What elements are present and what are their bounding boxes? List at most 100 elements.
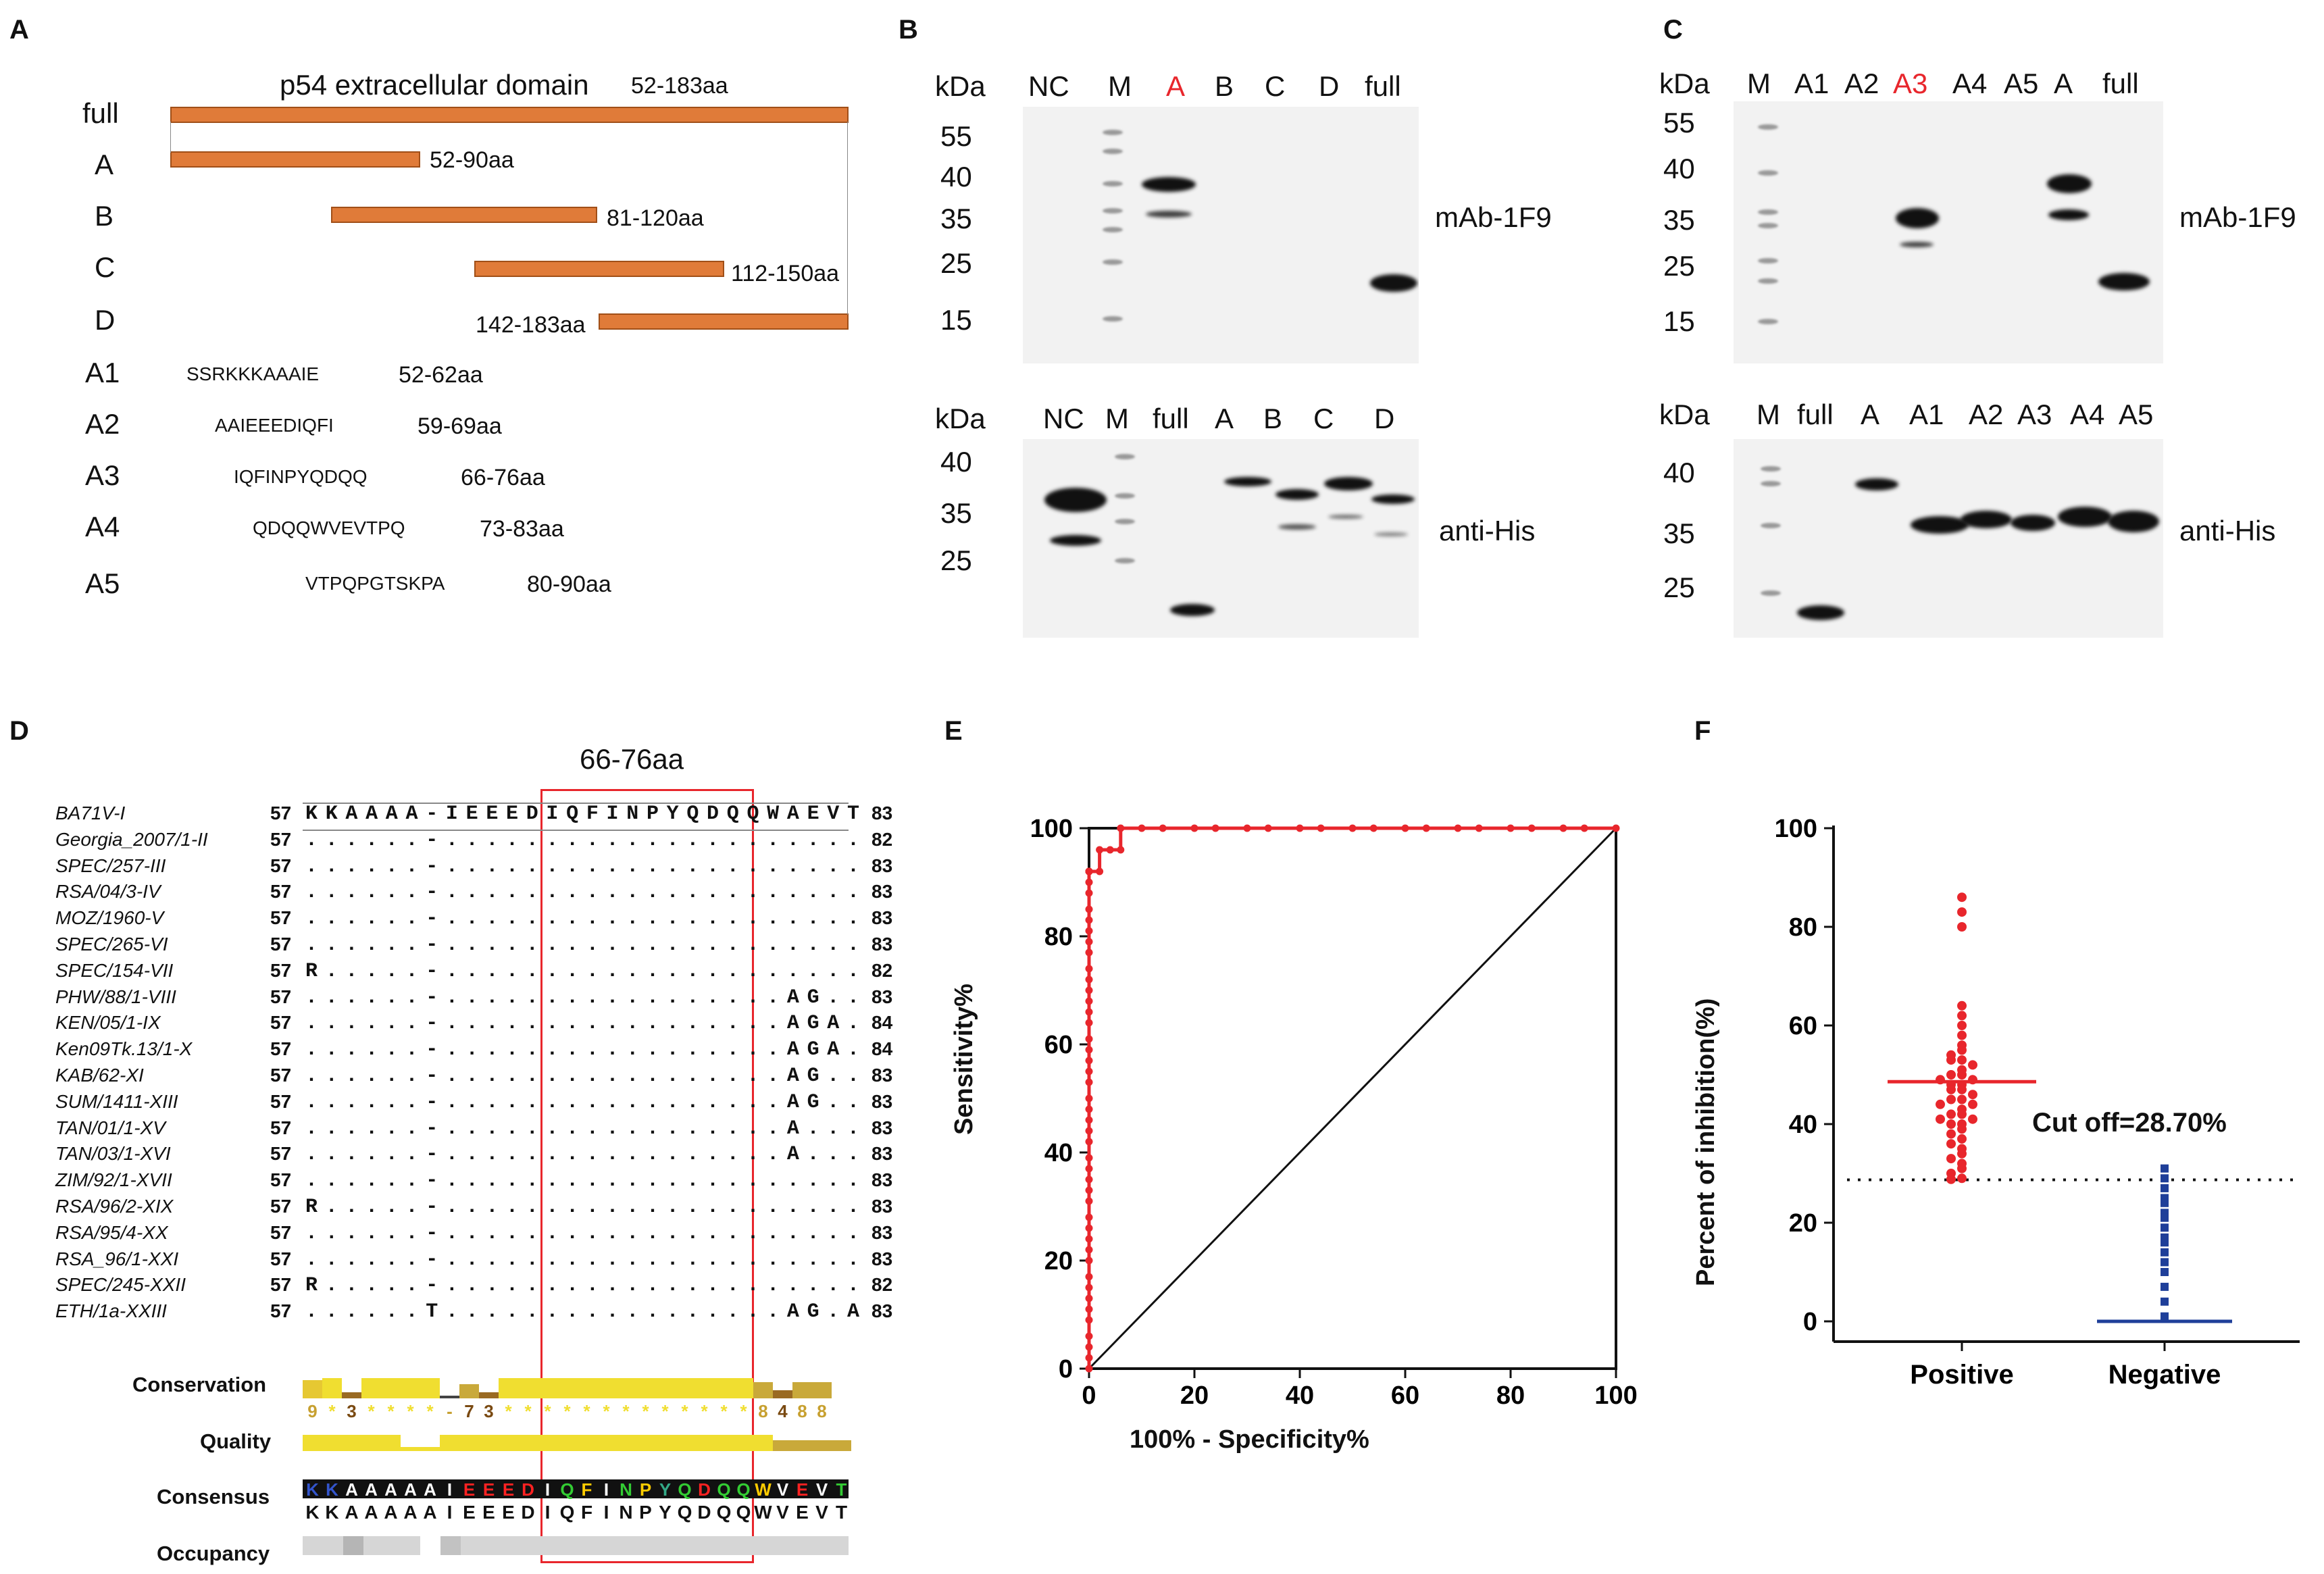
f-y-tick: 100 <box>1775 815 1817 843</box>
peptide-seq-a5: VTPQPGTSKPA <box>305 573 445 594</box>
construct-label-a: A <box>95 149 114 180</box>
roc-point <box>1085 1343 1093 1351</box>
consensus-letter: K <box>305 1502 319 1523</box>
strain-start: 57 <box>270 1196 292 1217</box>
quality-bar <box>518 1435 538 1451</box>
strain-sequence: ......-..................... <box>305 1221 867 1245</box>
consensus-logo-letter: K <box>306 1479 319 1500</box>
strain-start: 57 <box>270 907 292 929</box>
strain-end: 82 <box>872 1274 893 1296</box>
consensus-letter: E <box>482 1502 495 1523</box>
mw-35-c: 35 <box>1663 204 1695 236</box>
roc-point <box>1085 986 1093 994</box>
roc-point <box>1085 1365 1093 1373</box>
consensus-letter: V <box>776 1502 789 1523</box>
strain-name: RSA_96/1-XXI <box>55 1248 179 1269</box>
quality-bar <box>734 1435 753 1451</box>
consensus-letter: E <box>463 1502 476 1523</box>
roc-point <box>1317 824 1325 832</box>
roc-y-tick: 40 <box>1044 1139 1073 1167</box>
f-y-tick: 20 <box>1789 1209 1817 1238</box>
roc-point <box>1085 878 1093 886</box>
positive-point <box>1946 1174 1956 1184</box>
conservation-score: * <box>701 1401 708 1421</box>
lane-d-bottom: D <box>1374 403 1395 434</box>
strain-name: PHW/88/1-VIII <box>55 986 176 1007</box>
alignment-highlight-label: 66-76aa <box>580 743 684 775</box>
quality-bar <box>616 1435 636 1451</box>
conservation-label: Conservation <box>132 1373 267 1396</box>
consensus-letter: P <box>639 1502 652 1523</box>
conservation-score: * <box>524 1401 532 1421</box>
lane-full-bottom: full <box>1153 403 1189 434</box>
negative-point <box>2161 1184 2169 1192</box>
positive-point <box>1936 1099 1945 1109</box>
conservation-score: * <box>583 1401 590 1421</box>
consensus-logo-letter: K <box>326 1479 338 1500</box>
strain-name: RSA/96/2-XIX <box>55 1196 174 1217</box>
positive-point <box>1957 1011 1967 1021</box>
conservation-bar <box>342 1392 361 1398</box>
lane-a5-c: A5 <box>2004 68 2039 99</box>
conservation-bar <box>303 1380 322 1398</box>
roc-point <box>1454 824 1462 832</box>
conservation-score: * <box>505 1401 512 1421</box>
roc-y-tick: 80 <box>1044 923 1073 951</box>
roc-point <box>1527 824 1536 832</box>
mw-35-c-bottom: 35 <box>1663 517 1695 549</box>
lane-a-c: A <box>2054 68 2073 99</box>
consensus-letter: D <box>521 1502 534 1523</box>
strain-end: 83 <box>872 1196 893 1217</box>
consensus-logo-letter: P <box>640 1479 651 1500</box>
positive-point <box>1957 1021 1967 1030</box>
lane-a-c-bottom: A <box>1861 399 1880 430</box>
conservation-score: * <box>622 1401 630 1421</box>
roc-point <box>1085 916 1093 924</box>
roc-point <box>1085 1213 1093 1221</box>
quality-bar <box>303 1435 322 1451</box>
quality-bar <box>773 1440 792 1451</box>
mw-25-c: 25 <box>1663 250 1695 282</box>
bracket-left <box>170 122 171 153</box>
domain-title: p54 extracellular domain <box>280 69 589 101</box>
quality-bar <box>459 1435 479 1451</box>
consensus-letter: E <box>796 1502 809 1523</box>
consensus-logo-letter: E <box>797 1479 808 1500</box>
positive-point <box>1957 1173 1967 1184</box>
quality-bar <box>675 1435 694 1451</box>
alignment-highlight-box <box>540 789 754 1563</box>
strain-end: 83 <box>872 1143 893 1165</box>
strain-sequence: ......-.................A... <box>305 1117 867 1140</box>
antibody-c-bottom: anti-His <box>2179 515 2276 547</box>
construct-range-c: 112-150aa <box>731 261 840 286</box>
roc-point <box>1085 1305 1093 1313</box>
consensus-letter: N <box>619 1502 632 1523</box>
strain-end: 83 <box>872 1248 893 1269</box>
roc-point <box>1085 1116 1093 1124</box>
mw-25-bottom: 25 <box>940 544 972 576</box>
negative-point <box>2161 1164 2169 1173</box>
consensus-letter: I <box>604 1502 609 1523</box>
roc-point <box>1085 927 1093 935</box>
peptide-seq-a1: SSRKKKAAAIE <box>186 363 320 384</box>
reference-frame <box>303 803 849 831</box>
roc-point <box>1085 1127 1093 1135</box>
construct-label-c: C <box>95 251 116 283</box>
peptide-label-a3: A3 <box>85 459 120 491</box>
panel-d-letter: D <box>9 716 29 746</box>
negative-point <box>2161 1282 2169 1291</box>
strain-sequence: R.....-..................... <box>305 1274 867 1298</box>
strain-start: 57 <box>270 1038 292 1060</box>
roc-y-tick: 20 <box>1044 1247 1073 1275</box>
strain-name: SPEC/265-VI <box>55 934 168 955</box>
positive-point <box>1946 1094 1956 1105</box>
strain-end: 84 <box>872 1012 893 1034</box>
mw-55-c: 55 <box>1663 107 1695 138</box>
conservation-bar <box>616 1378 636 1398</box>
quality-bar <box>577 1435 597 1451</box>
strain-name: Georgia_2007/1-II <box>55 828 208 850</box>
mw-40-c-bottom: 40 <box>1663 457 1695 488</box>
consensus-letter: T <box>836 1502 847 1523</box>
roc-point <box>1085 1165 1093 1173</box>
